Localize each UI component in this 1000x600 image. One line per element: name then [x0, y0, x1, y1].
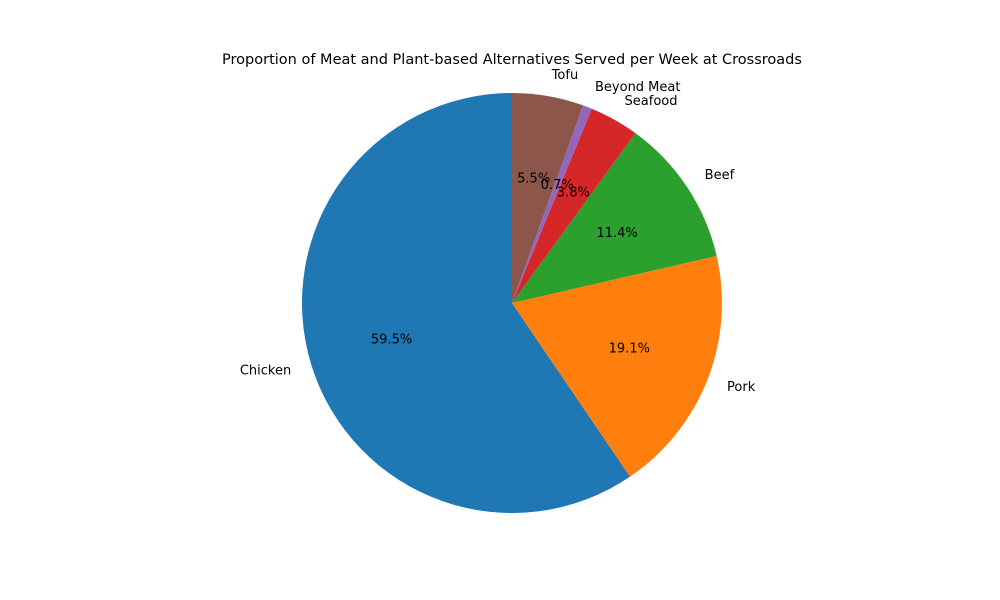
pie-slice-tofu: [512, 93, 584, 303]
percent-label-beef: 11.4%: [596, 226, 637, 241]
slice-label-tofu: Tofu: [551, 68, 579, 83]
percent-label-seafood: 3.8%: [557, 185, 590, 200]
pie-slice-chicken: [302, 93, 631, 513]
slice-label-beyond-meat: Beyond Meat: [595, 80, 680, 95]
pie-slices: [302, 93, 722, 513]
pie-slice-pork: [512, 255, 722, 477]
slice-label-beef: Beef: [705, 168, 735, 183]
percent-label-chicken: 59.5%: [371, 333, 412, 348]
pie-slice-beef: [512, 133, 717, 303]
pie-slice-beyond-meat: [512, 105, 592, 303]
chart-title: Proportion of Meat and Plant-based Alter…: [222, 52, 802, 68]
percent-label-beyond-meat: 0.7%: [541, 178, 574, 193]
percent-labels: 59.5% 19.1% 11.4% 3.8%0.7%5.5%: [371, 171, 650, 356]
slice-label-chicken: Chicken: [240, 363, 291, 378]
slice-label-pork: Pork: [727, 380, 756, 395]
percent-label-pork: 19.1%: [609, 342, 650, 357]
percent-label-tofu: 5.5%: [517, 171, 550, 186]
slice-label-seafood: Seafood: [625, 94, 678, 109]
pie-slice-seafood: [512, 108, 636, 303]
